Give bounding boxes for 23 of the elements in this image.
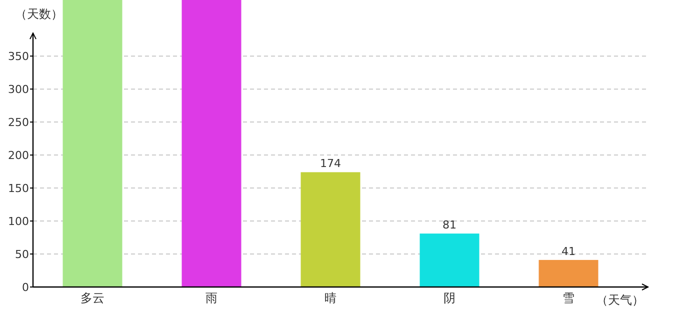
- x-axis-title: （天气）: [596, 293, 644, 307]
- x-tick-label: 多云: [80, 291, 104, 305]
- x-tick-label: 晴: [324, 291, 336, 305]
- y-tick-label: 350: [8, 50, 29, 64]
- bar: [420, 234, 480, 287]
- y-axis-title: （天数）: [15, 7, 63, 21]
- data-label: 174: [320, 157, 341, 170]
- y-tick-label: 150: [8, 182, 29, 196]
- bar: [300, 172, 360, 287]
- y-tick-label: 250: [8, 116, 29, 130]
- y-tick-label: 100: [8, 215, 29, 228]
- x-tick-label: 雨: [206, 291, 218, 305]
- data-label: 41: [562, 244, 576, 258]
- x-tick-label: 雪: [562, 291, 574, 305]
- bar: [62, 0, 122, 287]
- bar: [182, 0, 242, 287]
- y-tick-label: 50: [15, 248, 29, 262]
- y-tick-label: 300: [8, 83, 29, 96]
- x-tick-label: 阴: [444, 291, 456, 305]
- bar: [538, 260, 598, 287]
- y-tick-label: 200: [8, 149, 29, 162]
- data-label: 81: [442, 218, 456, 232]
- y-tick-label: 0: [22, 281, 29, 294]
